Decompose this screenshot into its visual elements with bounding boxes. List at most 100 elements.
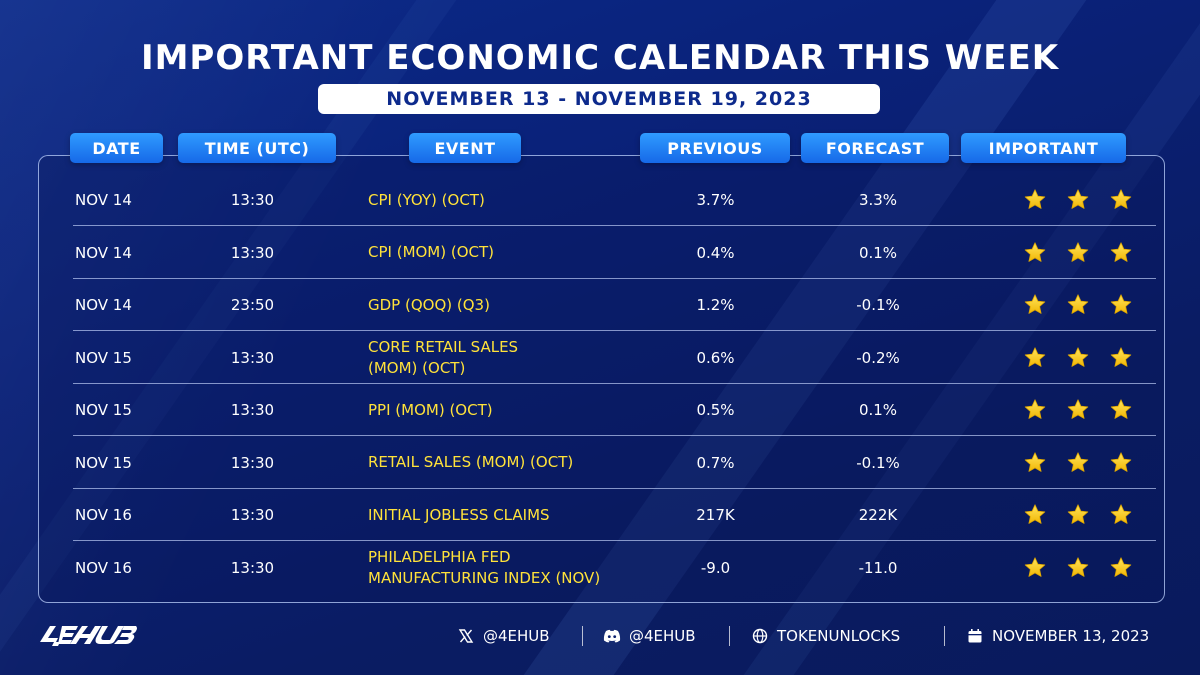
date-cell: NOV 14 [75,191,132,209]
header-previous: PREVIOUS [640,133,790,163]
time-cell: 13:30 [230,558,275,577]
event-name-line1: CORE RETAIL SALES [368,337,519,356]
star-icon [1023,451,1047,475]
footer-separator [582,626,583,646]
event-cell: PPI (MOM) (OCT) [368,384,668,436]
footer-separator [729,626,730,646]
forecast-cell: -0.1% [856,296,900,314]
footer-date-text: NOVEMBER 13, 2023 [992,627,1150,645]
star-icon [1023,293,1047,317]
importance-stars [1023,384,1133,436]
star-icon [1066,556,1090,580]
header-date: DATE [70,133,163,163]
star-icon [1023,556,1047,580]
time-cell: 13:30 [230,453,275,472]
table-row: NOV 15 13:30 CORE RETAIL SALES (MOM) (OCT) 0… [73,332,1156,384]
previous-cell: 3.7% [696,191,735,209]
importance-stars [1023,542,1133,594]
page-title: IMPORTANT ECONOMIC CALENDAR THIS WEEK [140,38,1060,78]
star-icon [1109,451,1133,475]
star-icon [1066,503,1090,527]
event-name-line1: PHILADELPHIA FED [368,547,511,566]
time-cell: 23:50 [230,296,275,314]
table-row: NOV 14 13:30 CPI (MOM) (OCT) 0.4% 0.1% [73,227,1156,279]
globe-icon [751,627,769,645]
star-icon [1023,241,1047,265]
event-name-line2: (MOM) (OCT) [368,358,466,377]
footer-date: NOVEMBER 13, 2023 [966,622,1149,650]
event-cell: RETAIL SALES (MOM) (OCT) [368,437,668,489]
date-cell: NOV 15 [75,401,132,419]
row-divider [73,225,1156,226]
event-cell: CPI (YOY) (OCT) [368,174,668,226]
previous-cell: 217K [696,506,735,524]
importance-stars [1023,279,1133,331]
date-cell: NOV 15 [75,348,132,367]
star-icon [1109,188,1133,212]
table-row: NOV 16 13:30 PHILADELPHIA FED MANUFACTURING… [73,542,1156,594]
forecast-cell: -0.1% [856,453,900,472]
row-divider [73,277,1156,279]
importance-stars [1023,174,1133,226]
forecast-cell: 0.1% [858,401,898,419]
event-name: INITIAL JOBLESS CLAIMS [368,505,550,524]
header-event: EVENT [409,133,521,163]
table-row: NOV 16 13:30 INITIAL JOBLESS CLAIMS 217K 222… [73,489,1156,541]
website-text: TOKENUNLOCKS [777,627,901,645]
date-range-text: NOVEMBER 13 - NOVEMBER 19, 2023 [386,88,812,110]
header-forecast: FORECAST [801,133,949,163]
footer-separator [944,626,945,646]
footer: @4EHUB @4EHUB TOKENUNLOCKS NOVEMBER 13, … [0,622,1200,650]
date-cell: NOV 16 [75,506,132,524]
event-name: PPI (MOM) (OCT) [368,400,493,419]
discord-icon [603,627,621,645]
table-row: NOV 15 13:30 RETAIL SALES (MOM) (OCT) 0.7% -… [73,437,1156,489]
importance-stars [1023,437,1133,489]
event-name: CPI (YOY) (OCT) [368,190,485,209]
previous-cell: 0.6% [696,348,735,367]
event-name: CPI (MOM) (OCT) [368,243,495,261]
forecast-cell: -11.0 [858,558,898,577]
table-row: NOV 14 13:30 CPI (YOY) (OCT) 3.7% 3.3% [73,174,1156,226]
star-icon [1109,398,1133,422]
calendar-icon [966,627,984,645]
star-icon [1066,188,1090,212]
row-divider [73,382,1156,384]
forecast-cell: 3.3% [858,191,898,209]
event-name: RETAIL SALES (MOM) (OCT) [368,453,574,471]
forecast-cell: 222K [858,506,898,524]
star-icon [1066,241,1090,265]
star-icon [1066,346,1090,370]
star-icon [1109,346,1133,370]
time-cell: 13:30 [230,348,275,367]
x-handle: @4EHUB [483,627,550,645]
star-icon [1023,346,1047,370]
date-cell: NOV 14 [75,296,132,314]
table-row: NOV 14 23:50 GDP (QOQ) (Q3) 1.2% -0.1% [73,279,1156,331]
footer-x[interactable]: @4EHUB [457,622,550,650]
star-icon [1023,188,1047,212]
header-time: TIME (UTC) [178,133,336,163]
star-icon [1023,503,1047,527]
star-icon [1109,241,1133,265]
footer-website[interactable]: TOKENUNLOCKS [751,622,900,650]
footer-discord[interactable]: @4EHUB [603,622,696,650]
previous-cell: 0.4% [696,243,735,262]
previous-cell: 1.2% [696,296,735,314]
star-icon [1066,293,1090,317]
star-icon [1109,503,1133,527]
previous-cell: 0.7% [696,453,735,472]
row-divider [73,540,1156,541]
logo-icon [40,626,137,646]
event-cell: INITIAL JOBLESS CLAIMS [368,489,668,541]
discord-handle: @4EHUB [629,627,696,645]
row-divider [73,330,1156,331]
date-cell: NOV 16 [75,558,132,577]
star-icon [1066,398,1090,422]
header-important: IMPORTANT [961,133,1126,163]
event-name-line2: MANUFACTURING INDEX (NOV) [368,568,601,587]
calendar-panel [38,155,1165,603]
star-icon [1023,398,1047,422]
importance-stars [1023,227,1133,279]
time-cell: 13:30 [230,191,275,209]
